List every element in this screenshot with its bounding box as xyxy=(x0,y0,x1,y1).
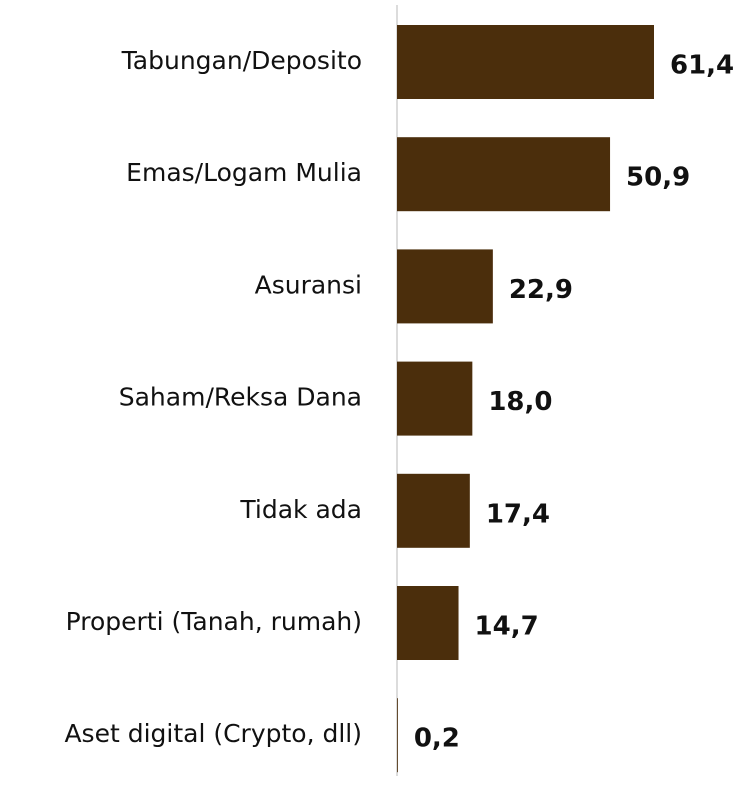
category-label: Asuransi xyxy=(255,270,362,299)
value-label: 17,4 xyxy=(486,499,550,529)
value-label: 22,9 xyxy=(509,275,573,305)
bar xyxy=(397,361,473,436)
value-label: 14,7 xyxy=(475,612,539,642)
value-label: 61,4 xyxy=(670,51,734,81)
category-label: Tabungan/Deposito xyxy=(121,46,362,75)
bar xyxy=(397,698,398,773)
category-label: Aset digital (Crypto, dll) xyxy=(64,719,362,748)
bar xyxy=(397,586,459,660)
bar xyxy=(397,249,493,324)
value-label: 50,9 xyxy=(626,163,690,193)
value-label: 0,2 xyxy=(414,724,460,754)
category-label: Properti (Tanah, rumah) xyxy=(66,607,362,636)
bar xyxy=(397,137,611,212)
bar xyxy=(397,473,470,548)
category-label: Tidak ada xyxy=(239,495,362,524)
bar xyxy=(397,25,654,99)
value-label: 18,0 xyxy=(488,387,552,417)
category-label: Emas/Logam Mulia xyxy=(126,158,362,187)
category-label: Saham/Reksa Dana xyxy=(119,383,362,412)
